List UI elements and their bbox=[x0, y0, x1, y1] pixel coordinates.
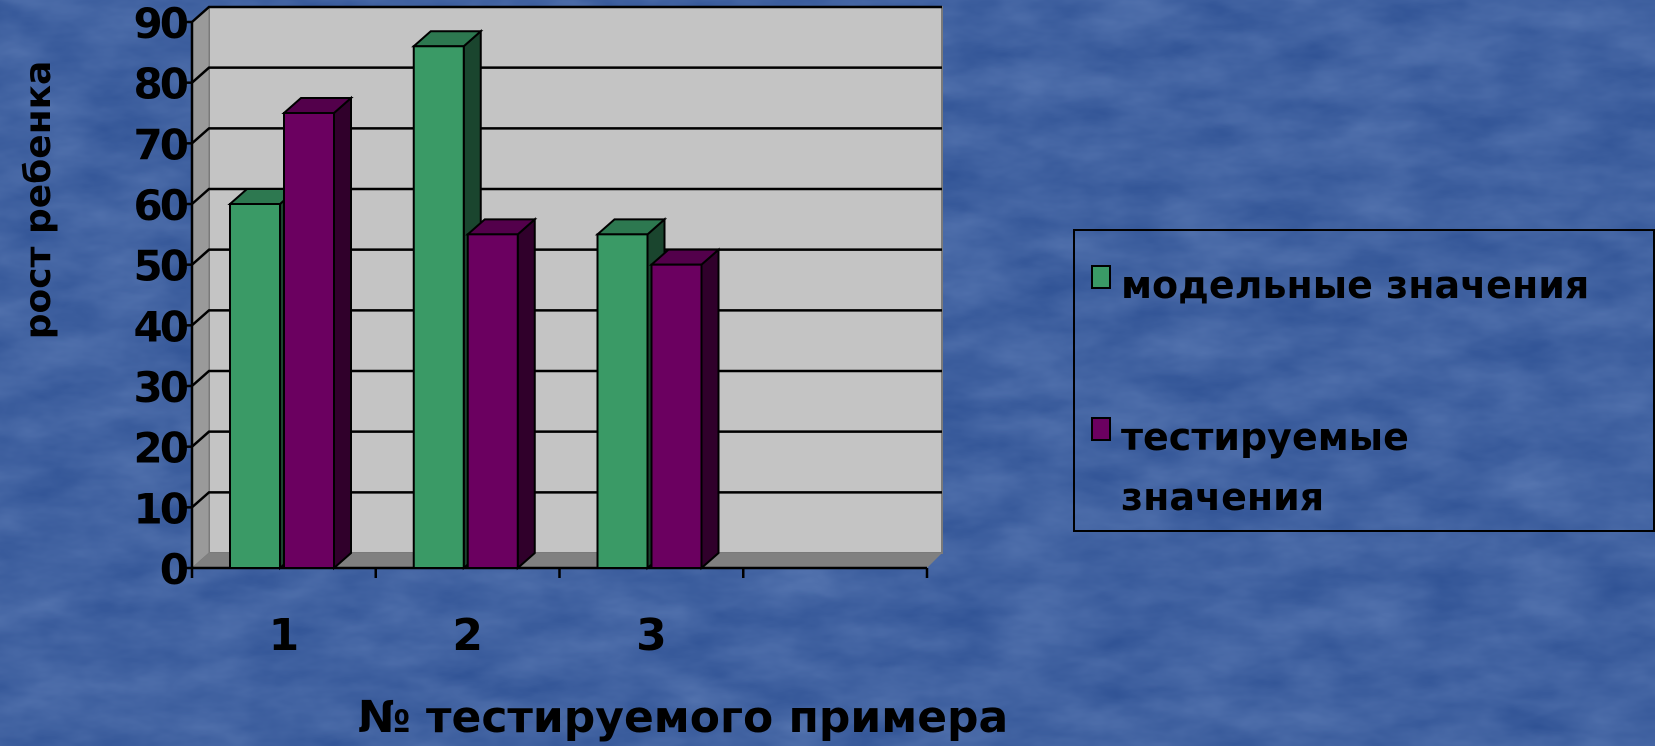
legend-item-model: модельные значения bbox=[1091, 255, 1589, 315]
bar-tested-1-side bbox=[333, 95, 352, 571]
x-tick-label-1: 1 bbox=[269, 610, 300, 661]
plot-floor bbox=[192, 553, 942, 568]
bar-model-2 bbox=[412, 45, 465, 570]
y-tick-label-90: 90 bbox=[134, 0, 188, 48]
x-tick-label-2: 2 bbox=[452, 610, 483, 661]
y-tick-label-40: 40 bbox=[134, 302, 188, 351]
bar-tested-2-side bbox=[516, 217, 536, 571]
y-tick-label-30: 30 bbox=[134, 363, 188, 412]
y-tick-label-60: 60 bbox=[134, 181, 188, 230]
gridline-70 bbox=[191, 127, 942, 145]
x-axis-title: № тестируемого примера bbox=[358, 692, 1008, 743]
y-tick-label-0: 0 bbox=[160, 545, 188, 594]
bar-tested-3 bbox=[650, 263, 703, 569]
bar-tested-3-side bbox=[700, 247, 720, 571]
bar-tested-2 bbox=[466, 233, 519, 569]
y-tick-label-80: 80 bbox=[134, 60, 188, 109]
legend-label-model: модельные значения bbox=[1121, 263, 1590, 307]
gridline-60 bbox=[191, 187, 942, 205]
legend-swatch-model bbox=[1091, 265, 1111, 289]
y-tick-label-10: 10 bbox=[134, 484, 188, 533]
legend-item-tested: тестируемые значения bbox=[1091, 407, 1441, 527]
plot-side-wall bbox=[191, 5, 210, 570]
y-axis-title: рост ребенка bbox=[18, 61, 59, 340]
y-tick-label-70: 70 bbox=[134, 120, 188, 169]
gridline-90 bbox=[191, 5, 942, 23]
gridline-80 bbox=[191, 66, 942, 84]
bar-tested-1 bbox=[283, 112, 335, 569]
y-tick-label-20: 20 bbox=[134, 424, 188, 473]
legend-swatch-tested bbox=[1091, 417, 1111, 441]
legend: модельные значения тестируемые значения bbox=[1073, 229, 1655, 532]
bar-model-1 bbox=[229, 203, 281, 569]
y-tick-label-50: 50 bbox=[134, 242, 188, 291]
bar-model-3 bbox=[596, 233, 649, 569]
x-tick-label-3: 3 bbox=[636, 610, 667, 661]
legend-label-tested: тестируемые значения bbox=[1121, 415, 1409, 519]
